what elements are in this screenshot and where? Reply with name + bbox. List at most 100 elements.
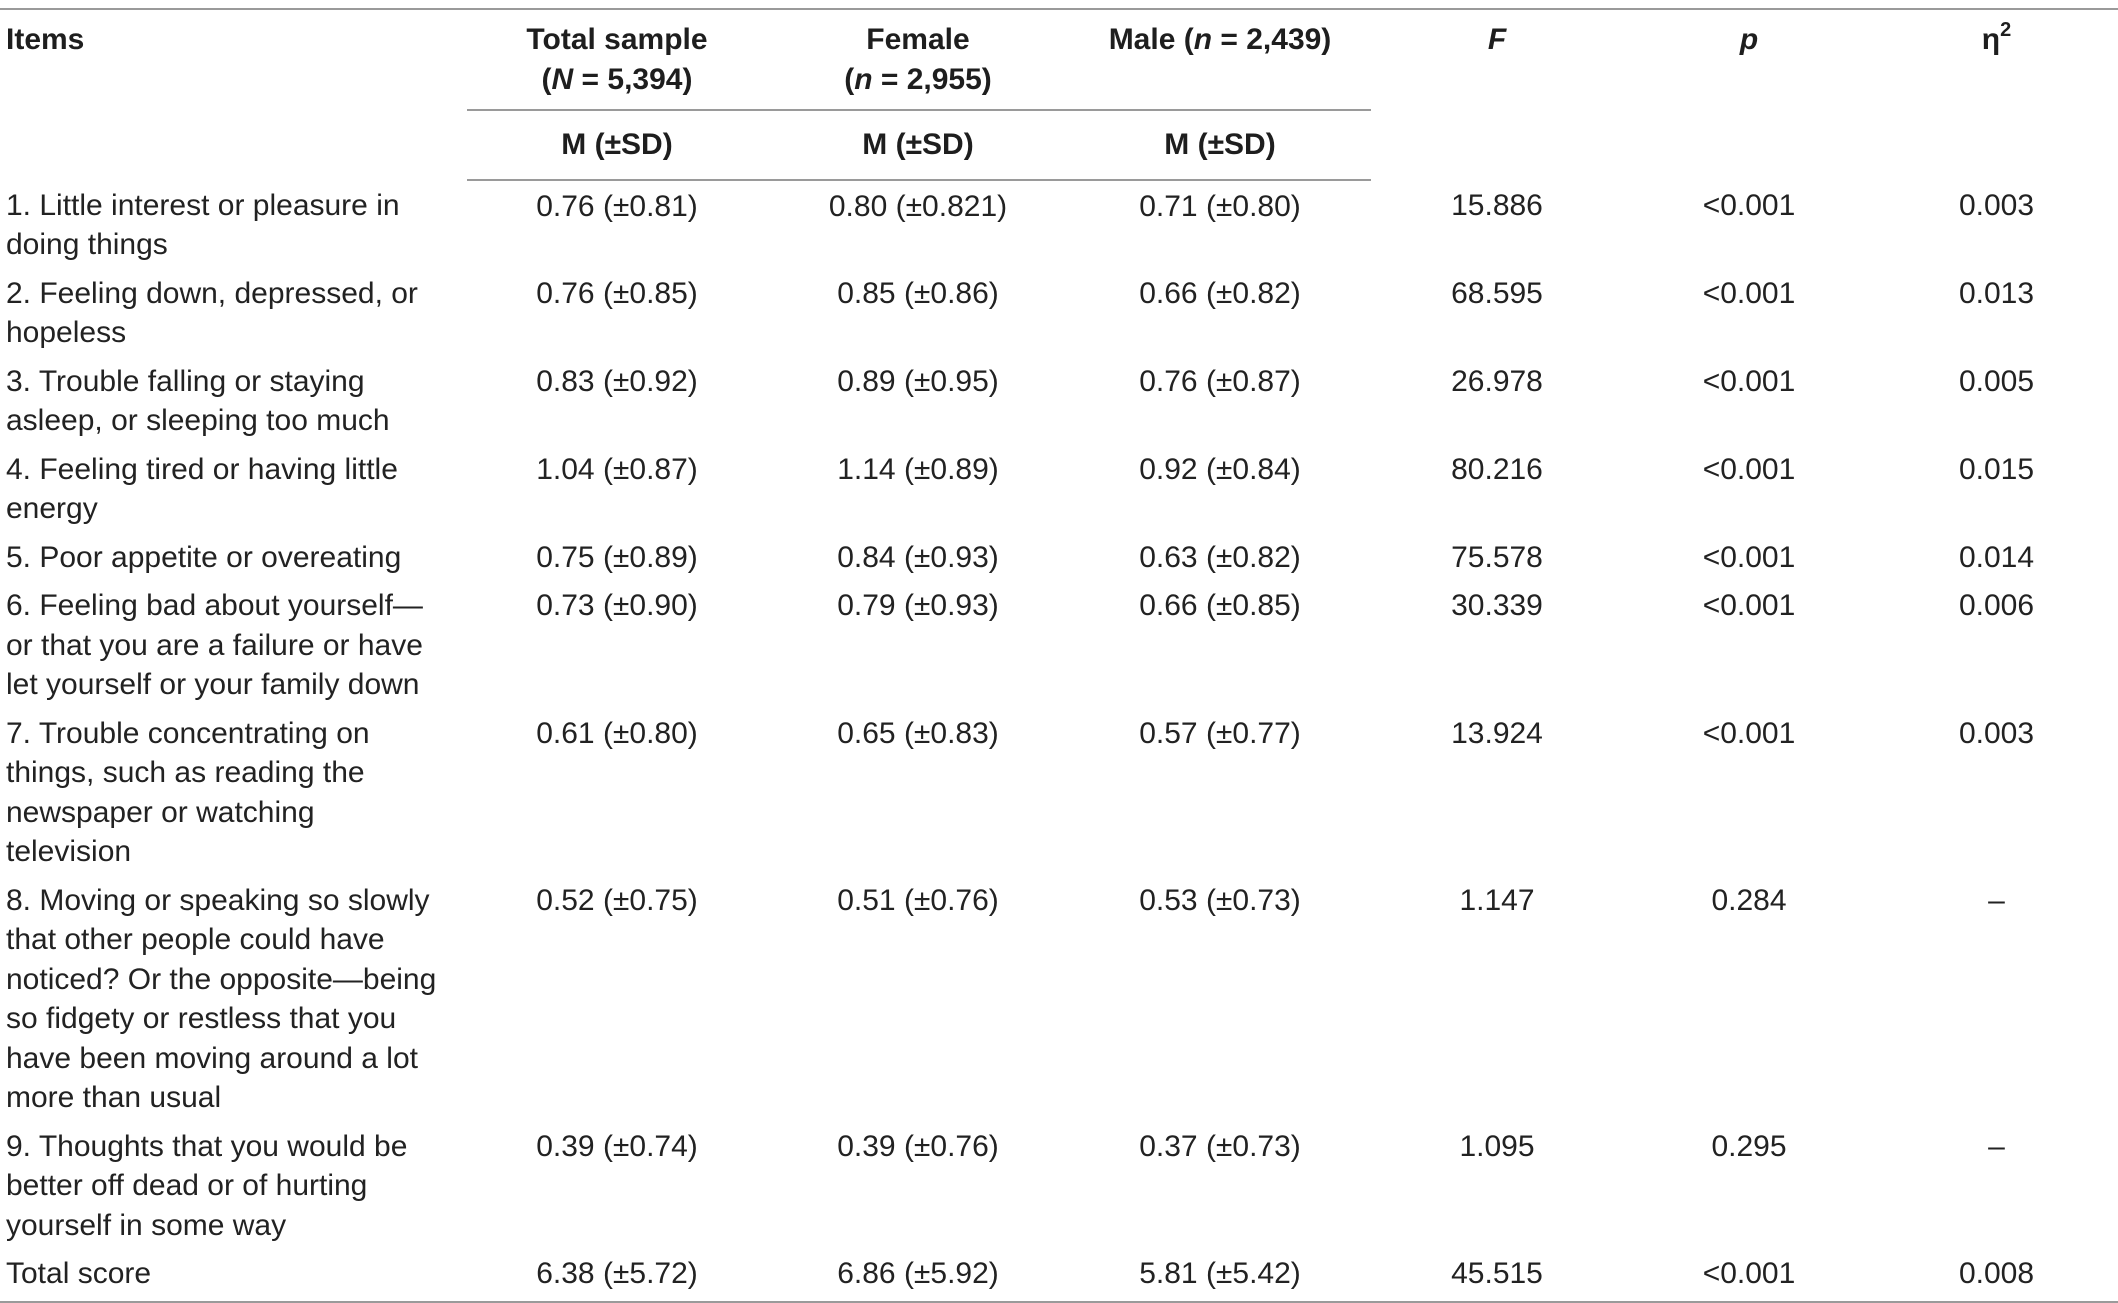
female-n-symbol: n xyxy=(854,62,873,96)
cell-p: <0.001 xyxy=(1702,540,1796,574)
col-header-eta-squared: η2 xyxy=(1875,8,2118,180)
total-sample-n-symbol: N xyxy=(551,62,574,96)
cell-male: 0.71 (±0.80) xyxy=(1139,189,1301,223)
table-row: 5. Poor appetite or overeating 0.75 (±0.… xyxy=(0,532,2118,581)
cell-female: 0.89 (±0.95) xyxy=(837,364,999,398)
cell-total: 0.39 (±0.74) xyxy=(536,1129,698,1163)
table-row: 7. Trouble concentrating on things, such… xyxy=(0,708,2118,875)
cell-p: <0.001 xyxy=(1623,1248,1875,1303)
cell-item: 1. Little interest or pleasure in doing … xyxy=(6,188,400,262)
cell-p: <0.001 xyxy=(1702,276,1796,310)
male-label: Male ( xyxy=(1108,23,1194,56)
cell-male: 0.37 (±0.73) xyxy=(1139,1129,1301,1163)
cell-female: 6.86 (±5.92) xyxy=(767,1248,1069,1303)
cell-item: 5. Poor appetite or overeating xyxy=(6,540,402,574)
cell-male: 0.92 (±0.84) xyxy=(1139,452,1301,486)
cell-male: 0.53 (±0.73) xyxy=(1139,883,1301,917)
table-row: 3. Trouble falling or staying asleep, or… xyxy=(0,356,2118,444)
col-header-items: Items xyxy=(0,8,467,180)
cell-male: 0.57 (±0.77) xyxy=(1139,716,1301,750)
cell-eta2: 0.015 xyxy=(1958,452,2035,486)
female-label: Female xyxy=(866,23,970,56)
cell-female: 0.51 (±0.76) xyxy=(837,883,999,917)
table-row-total: Total score 6.38 (±5.72) 6.86 (±5.92) 5.… xyxy=(0,1248,2118,1303)
eta-symbol: η xyxy=(1981,23,2001,56)
cell-eta2: 0.003 xyxy=(1958,716,2035,750)
cell-eta2: 0.008 xyxy=(1875,1248,2118,1303)
table-row: 9. Thoughts that you would be better off… xyxy=(0,1121,2118,1249)
cell-p: <0.001 xyxy=(1702,452,1796,486)
cell-eta2: 0.003 xyxy=(1958,188,2035,222)
col-header-f: F xyxy=(1371,8,1623,180)
male-n-symbol: n xyxy=(1193,23,1213,56)
cell-female: 0.65 (±0.83) xyxy=(837,716,999,750)
cell-item: 3. Trouble falling or staying asleep, or… xyxy=(6,364,390,438)
table-row: 8. Moving or speaking so slowly that oth… xyxy=(0,875,2118,1121)
col-header-male: Male (n = 2,439) xyxy=(1069,8,1371,111)
cell-item: Total score xyxy=(0,1248,467,1303)
cell-f: 75.578 xyxy=(1451,540,1543,574)
cell-total: 0.76 (±0.85) xyxy=(536,276,698,310)
eta-superscript: 2 xyxy=(2000,19,2012,41)
cell-f: 1.095 xyxy=(1459,1129,1535,1163)
subheader-row: M (±SD) M (±SD) M (±SD) xyxy=(0,110,2118,181)
cell-eta2: – xyxy=(1988,1129,2005,1163)
subheader-total-msd: M (±SD) xyxy=(467,110,767,181)
cell-f: 80.216 xyxy=(1451,452,1543,486)
cell-total: 0.75 (±0.89) xyxy=(536,540,698,574)
table-row: 4. Feeling tired or having little energy… xyxy=(0,444,2118,532)
cell-total: 0.76 (±0.81) xyxy=(536,189,698,223)
cell-f: 68.595 xyxy=(1451,276,1543,310)
cell-f: 30.339 xyxy=(1451,589,1543,622)
cell-total: 0.52 (±0.75) xyxy=(536,883,698,917)
subheader-female-msd: M (±SD) xyxy=(767,110,1069,181)
cell-f: 45.515 xyxy=(1371,1248,1623,1303)
cell-p: 0.295 xyxy=(1711,1129,1787,1163)
table-row: 1. Little interest or pleasure in doing … xyxy=(0,180,2118,268)
cell-p: <0.001 xyxy=(1702,589,1796,622)
cell-male: 0.76 (±0.87) xyxy=(1139,364,1301,398)
cell-female: 0.79 (±0.93) xyxy=(837,589,999,622)
cell-total: 6.38 (±5.72) xyxy=(467,1248,767,1303)
cell-eta2: 0.014 xyxy=(1958,540,2035,574)
cell-total: 0.73 (±0.90) xyxy=(536,589,698,622)
cell-p: <0.001 xyxy=(1702,364,1796,398)
cell-female: 0.85 (±0.86) xyxy=(837,276,999,310)
cell-f: 26.978 xyxy=(1451,364,1543,398)
header-row: Items Total sample (N = 5,394) Female (n =… xyxy=(0,8,2118,180)
col-header-female: Female (n = 2,955) xyxy=(767,8,1069,111)
cell-female: 0.80 (±0.821) xyxy=(828,189,1008,223)
cell-male: 0.66 (±0.82) xyxy=(1139,276,1301,310)
cell-f: 1.147 xyxy=(1459,883,1535,917)
cell-f: 15.886 xyxy=(1451,188,1543,222)
cell-item: 4. Feeling tired or having little energy xyxy=(6,452,398,526)
table-row: 2. Feeling down, depressed, or hopeless … xyxy=(0,268,2118,356)
cell-eta2: 0.006 xyxy=(1958,589,2035,622)
cell-male: 0.66 (±0.85) xyxy=(1139,589,1301,622)
cell-p: 0.284 xyxy=(1711,883,1787,917)
subheader-male-msd: M (±SD) xyxy=(1069,110,1371,181)
cell-item: 6. Feeling bad about yourself—or that yo… xyxy=(6,589,423,701)
cell-eta2: – xyxy=(1988,883,2005,917)
female-n-value: = 2,955) xyxy=(872,62,992,96)
cell-item: 7. Trouble concentrating on things, such… xyxy=(6,716,370,869)
cell-total: 0.83 (±0.92) xyxy=(536,364,698,398)
cell-item: 9. Thoughts that you would be better off… xyxy=(6,1129,408,1242)
cell-male: 0.63 (±0.82) xyxy=(1139,540,1301,574)
col-header-total-sample: Total sample (N = 5,394) xyxy=(467,8,767,111)
cell-female: 0.84 (±0.93) xyxy=(837,540,999,574)
cell-f: 13.924 xyxy=(1451,716,1543,750)
cell-male: 5.81 (±5.42) xyxy=(1069,1248,1371,1303)
cell-total: 1.04 (±0.87) xyxy=(536,452,698,486)
table-header: Items Total sample (N = 5,394) Female (n =… xyxy=(0,8,2118,181)
cell-female: 1.14 (±0.89) xyxy=(837,452,999,486)
cell-female: 0.39 (±0.76) xyxy=(837,1129,999,1163)
cell-eta2: 0.005 xyxy=(1958,364,2035,398)
cell-p: <0.001 xyxy=(1702,188,1796,222)
cell-p: <0.001 xyxy=(1702,716,1796,750)
table-body: 1. Little interest or pleasure in doing … xyxy=(0,180,2118,1303)
phq9-items-table: Items Total sample (N = 5,394) Female (n =… xyxy=(0,8,2118,1303)
col-header-p: p xyxy=(1623,8,1875,180)
total-sample-n-value: = 5,394) xyxy=(573,62,693,96)
male-n-value: = 2,439) xyxy=(1212,23,1332,56)
